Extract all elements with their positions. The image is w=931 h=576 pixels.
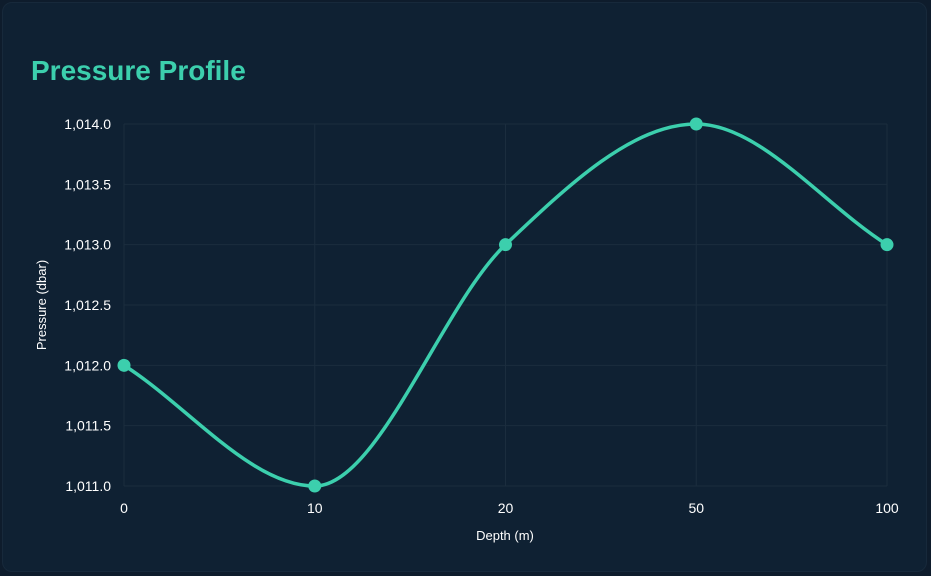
x-tick-label: 50: [688, 500, 704, 516]
y-tick-label: 1,012.0: [64, 357, 111, 373]
data-point[interactable]: [880, 238, 894, 252]
y-tick-label: 1,014.0: [64, 116, 111, 132]
grid-lines: [123, 123, 888, 487]
y-tick-labels: 1,011.0 1,011.5 1,012.0 1,012.5 1,013.0 1,013…: [64, 116, 111, 494]
y-tick-label: 1,013.0: [64, 237, 111, 253]
x-axis-label: Depth (m): [476, 528, 534, 543]
x-tick-labels: 0 10 20 50 100: [120, 500, 899, 516]
x-tick-label: 0: [120, 500, 128, 516]
chart-title: Pressure Profile: [31, 55, 246, 86]
data-points: [117, 117, 894, 493]
x-tick-label: 20: [498, 500, 514, 516]
x-tick-label: 10: [307, 500, 323, 516]
data-point[interactable]: [689, 117, 703, 131]
y-tick-label: 1,011.5: [65, 418, 111, 434]
y-axis-label: Pressure (dbar): [34, 260, 49, 350]
data-point[interactable]: [308, 479, 322, 493]
y-tick-label: 1,012.5: [64, 297, 111, 313]
series-line: [122, 122, 889, 488]
data-point[interactable]: [499, 238, 512, 252]
y-tick-label: 1,013.5: [64, 176, 111, 192]
series-line-layer: [122, 122, 889, 488]
y-tick-label: 1,011.0: [65, 478, 111, 494]
data-point[interactable]: [117, 358, 131, 372]
x-tick-label: 100: [875, 500, 899, 516]
